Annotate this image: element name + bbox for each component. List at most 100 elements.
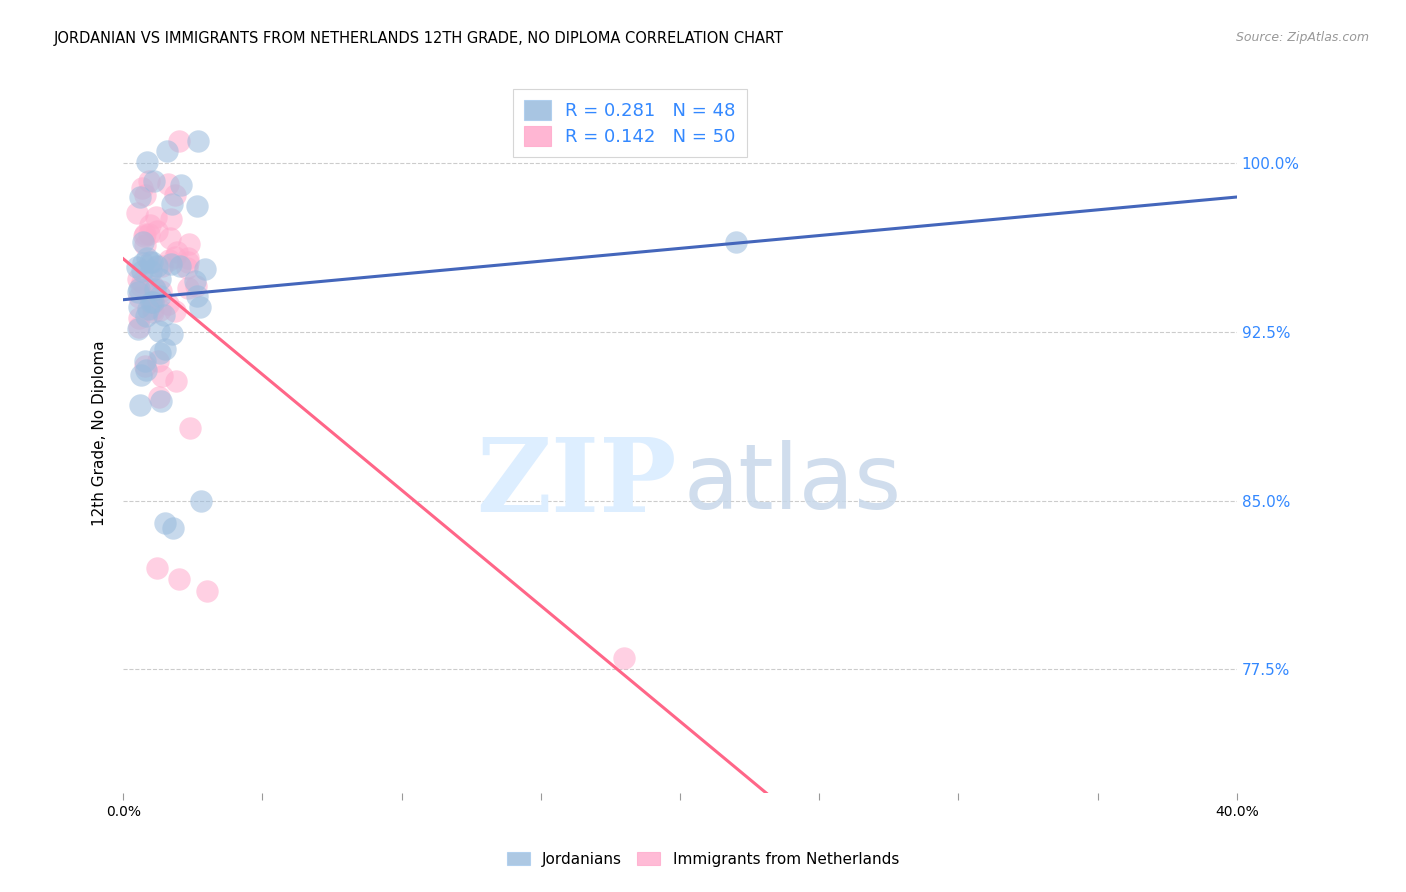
Point [163, 303, 186, 318]
Point [143, 174, 166, 188]
Point [179, 421, 201, 435]
Text: Source: ZipAtlas.com: Source: ZipAtlas.com [1236, 31, 1369, 45]
Point [190, 493, 212, 508]
Point [128, 311, 150, 326]
Point [613, 651, 636, 665]
Point [142, 278, 165, 293]
Point [153, 516, 176, 530]
Point [186, 199, 208, 213]
Point [724, 235, 747, 249]
Point [134, 229, 156, 244]
Point [177, 281, 200, 295]
Point [139, 295, 162, 310]
Point [139, 263, 162, 277]
Point [176, 260, 198, 275]
Point [149, 284, 172, 298]
Point [131, 368, 153, 382]
Point [146, 259, 169, 273]
Point [187, 134, 209, 148]
Point [149, 272, 172, 286]
Text: ZIP: ZIP [477, 434, 676, 533]
Point [146, 224, 169, 238]
Point [167, 573, 190, 587]
Point [162, 326, 184, 341]
Point [169, 259, 191, 273]
Point [184, 274, 207, 288]
Point [177, 254, 200, 268]
Point [145, 211, 167, 225]
Point [129, 279, 152, 293]
Point [134, 359, 156, 373]
Point [184, 279, 207, 293]
Point [166, 244, 188, 259]
Point [142, 305, 165, 319]
Point [128, 290, 150, 304]
Point [132, 255, 155, 269]
Point [131, 263, 153, 277]
Point [129, 398, 152, 412]
Point [128, 282, 150, 296]
Point [138, 227, 160, 241]
Point [131, 235, 153, 249]
Point [152, 259, 174, 273]
Point [162, 521, 184, 535]
Point [160, 257, 183, 271]
Point [138, 174, 160, 188]
Point [135, 309, 157, 323]
Point [141, 295, 163, 310]
Point [129, 190, 152, 204]
Point [188, 300, 211, 314]
Point [163, 188, 186, 202]
Point [136, 154, 159, 169]
Text: atlas: atlas [683, 440, 901, 527]
Legend: R = 0.281   N = 48, R = 0.142   N = 50: R = 0.281 N = 48, R = 0.142 N = 50 [513, 89, 747, 157]
Point [156, 177, 179, 191]
Point [136, 301, 159, 316]
Point [156, 145, 179, 159]
Point [149, 288, 172, 302]
Point [150, 393, 173, 408]
Point [141, 255, 163, 269]
Point [165, 374, 187, 388]
Point [142, 295, 165, 310]
Point [186, 288, 208, 302]
Point [153, 342, 176, 356]
Point [157, 252, 180, 267]
Point [153, 308, 176, 322]
Point [134, 227, 156, 242]
Point [127, 285, 149, 299]
Point [127, 206, 149, 220]
Point [128, 320, 150, 334]
Point [127, 260, 149, 274]
Point [138, 219, 160, 233]
Point [159, 211, 181, 226]
Point [177, 251, 200, 265]
Point [131, 275, 153, 289]
Point [134, 238, 156, 252]
Point [142, 302, 165, 317]
Point [131, 181, 153, 195]
Point [134, 188, 156, 202]
Point [149, 303, 172, 318]
Point [163, 251, 186, 265]
Point [134, 354, 156, 368]
Legend: Jordanians, Immigrants from Netherlands: Jordanians, Immigrants from Netherlands [501, 846, 905, 872]
Point [167, 134, 190, 148]
Point [145, 561, 167, 575]
Point [160, 196, 183, 211]
Point [138, 255, 160, 269]
Point [148, 390, 170, 404]
Point [128, 300, 150, 314]
Point [195, 583, 218, 598]
Point [170, 178, 193, 193]
Point [177, 237, 200, 252]
Point [193, 262, 215, 277]
Point [148, 354, 170, 368]
Point [149, 346, 172, 360]
Point [159, 231, 181, 245]
Point [127, 272, 149, 286]
Point [127, 322, 149, 336]
Point [143, 282, 166, 296]
Y-axis label: 12th Grade, No Diploma: 12th Grade, No Diploma [93, 340, 107, 526]
Text: JORDANIAN VS IMMIGRANTS FROM NETHERLANDS 12TH GRADE, NO DIPLOMA CORRELATION CHAR: JORDANIAN VS IMMIGRANTS FROM NETHERLANDS… [53, 31, 783, 46]
